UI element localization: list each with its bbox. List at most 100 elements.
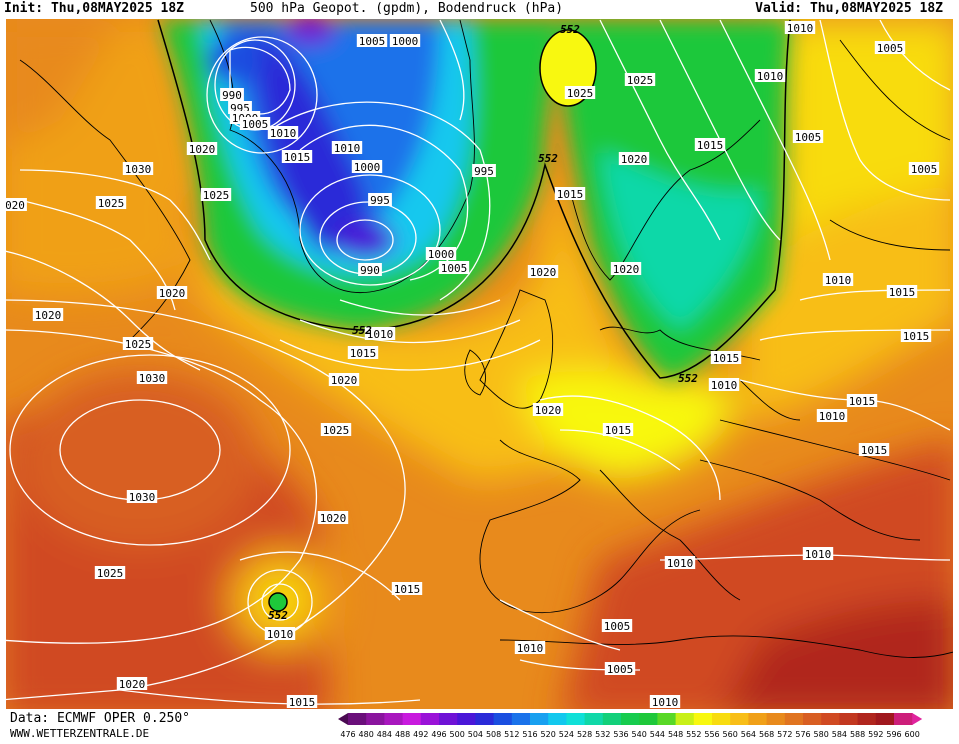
legend-swatch (420, 713, 440, 725)
legend-swatch (402, 713, 422, 725)
svg-text:1015: 1015 (861, 444, 888, 457)
legend-tick-label: 520 (541, 730, 556, 739)
isobar-label: 1015 (710, 351, 742, 365)
isobar-label: 1010 (514, 641, 546, 655)
svg-text:1015: 1015 (284, 151, 311, 164)
isobar-label: 552 (538, 152, 558, 165)
legend-swatch (748, 713, 768, 725)
isobar-label: 1005 (874, 41, 906, 55)
svg-text:1025: 1025 (97, 567, 124, 580)
isobar-label: 1005 (792, 130, 824, 144)
svg-text:552: 552 (678, 372, 698, 385)
legend-tick-label: 512 (504, 730, 519, 739)
legend-swatch (439, 713, 458, 725)
legend-swatch (566, 713, 586, 725)
isobar-label: 1030 (136, 371, 168, 385)
svg-text:1005: 1005 (359, 35, 386, 48)
isobar-label: 1010 (331, 141, 363, 155)
isobar-label: 1015 (554, 187, 586, 201)
isobar-label: 995 (368, 193, 392, 207)
legend-swatch (766, 713, 786, 725)
legend-tick-label: 564 (741, 730, 756, 739)
isobar-label: 1000 (351, 160, 383, 174)
legend-tick-label: 528 (577, 730, 592, 739)
legend-tick-label: 584 (832, 730, 847, 739)
svg-text:1020: 1020 (535, 404, 562, 417)
legend-swatch (894, 713, 913, 725)
isobar-label: 1010 (708, 378, 740, 392)
isobar-label: 1020 (32, 308, 64, 322)
legend-tick-label: 552 (686, 730, 701, 739)
legend-tick-label: 484 (377, 730, 392, 739)
svg-text:1020: 1020 (530, 266, 557, 279)
svg-text:1005: 1005 (795, 131, 822, 144)
isobar-label: 990 (358, 263, 382, 277)
header-bar: Init: Thu,08MAY2025 18Z 500 hPa Geopot. … (0, 0, 959, 20)
legend-tick-label: 572 (777, 730, 792, 739)
legend-tick-label: 548 (668, 730, 683, 739)
svg-text:1020: 1020 (189, 143, 216, 156)
isobar-label: 1005 (601, 619, 633, 633)
isobar-label: 1010 (822, 273, 854, 287)
legend-tick-label: 556 (704, 730, 719, 739)
isobar-label: 1015 (602, 423, 634, 437)
legend-swatch (803, 713, 822, 725)
legend-swatch (857, 713, 877, 725)
svg-text:1015: 1015 (350, 347, 377, 360)
svg-text:552: 552 (560, 23, 580, 36)
legend-swatch (384, 713, 404, 725)
svg-text:1020: 1020 (331, 374, 358, 387)
isobar-label: 552 (560, 23, 580, 36)
legend-arrow-left (338, 713, 348, 725)
svg-text:1000: 1000 (392, 35, 419, 48)
svg-text:990: 990 (360, 264, 380, 277)
legend-tick-label: 504 (468, 730, 483, 739)
svg-text:1025: 1025 (203, 189, 230, 202)
isobar-label: 1025 (122, 337, 154, 351)
legend-bar: 476 480 484 488 492 496 500 504 508 512 516 520 524 5… (338, 713, 923, 739)
isobar-label: 1005 (908, 162, 940, 176)
svg-text:1010: 1010 (367, 328, 394, 341)
svg-text:1005: 1005 (877, 42, 904, 55)
svg-text:1005: 1005 (242, 118, 269, 131)
svg-text:1015: 1015 (849, 395, 876, 408)
svg-text:1010: 1010 (825, 274, 852, 287)
isobar-label: 1025 (95, 196, 127, 210)
isobar-label: 1010 (267, 126, 299, 140)
svg-text:1015: 1015 (394, 583, 421, 596)
isobar-label: 1000 (425, 247, 457, 261)
isobar-label: 1030 (122, 162, 154, 176)
svg-text:1010: 1010 (517, 642, 544, 655)
isobar-label: 1020 (156, 286, 188, 300)
legend-tick-label: 524 (559, 730, 574, 739)
svg-text:1010: 1010 (667, 557, 694, 570)
contour-552 (157, 19, 791, 379)
svg-text:1010: 1010 (652, 696, 679, 709)
svg-text:1015: 1015 (605, 424, 632, 437)
isobar-label: 552 (268, 609, 288, 622)
isobar-label: 1015 (286, 695, 318, 709)
weather-map[interactable]: 1005 1000 552 1010 1005 1025 1025 1010 990 995 100… (6, 19, 953, 709)
isobar-label: 1015 (846, 394, 878, 408)
svg-text:1010: 1010 (757, 70, 784, 83)
legend-swatch (693, 713, 713, 725)
legend-tick-label: 500 (450, 730, 465, 739)
legend-tick-label: 508 (486, 730, 501, 739)
legend-swatch (875, 713, 895, 725)
svg-text:1020: 1020 (159, 287, 186, 300)
legend-tick-label: 536 (613, 730, 628, 739)
isobar-label: 1015 (858, 443, 890, 457)
legend-tick-label: 496 (431, 730, 446, 739)
isobar-label: 1015 (281, 150, 313, 164)
isobar-label: 1020 (116, 677, 148, 691)
svg-text:1000: 1000 (428, 248, 455, 261)
trough-shading (160, 19, 790, 380)
legend-swatch (730, 713, 749, 725)
legend-tick-label: 576 (795, 730, 810, 739)
legend-tick-label: 592 (868, 730, 883, 739)
svg-text:552: 552 (268, 609, 288, 622)
isobar-label: 1025 (94, 566, 126, 580)
legend-tick-label: 540 (632, 730, 647, 739)
svg-text:990: 990 (222, 89, 242, 102)
